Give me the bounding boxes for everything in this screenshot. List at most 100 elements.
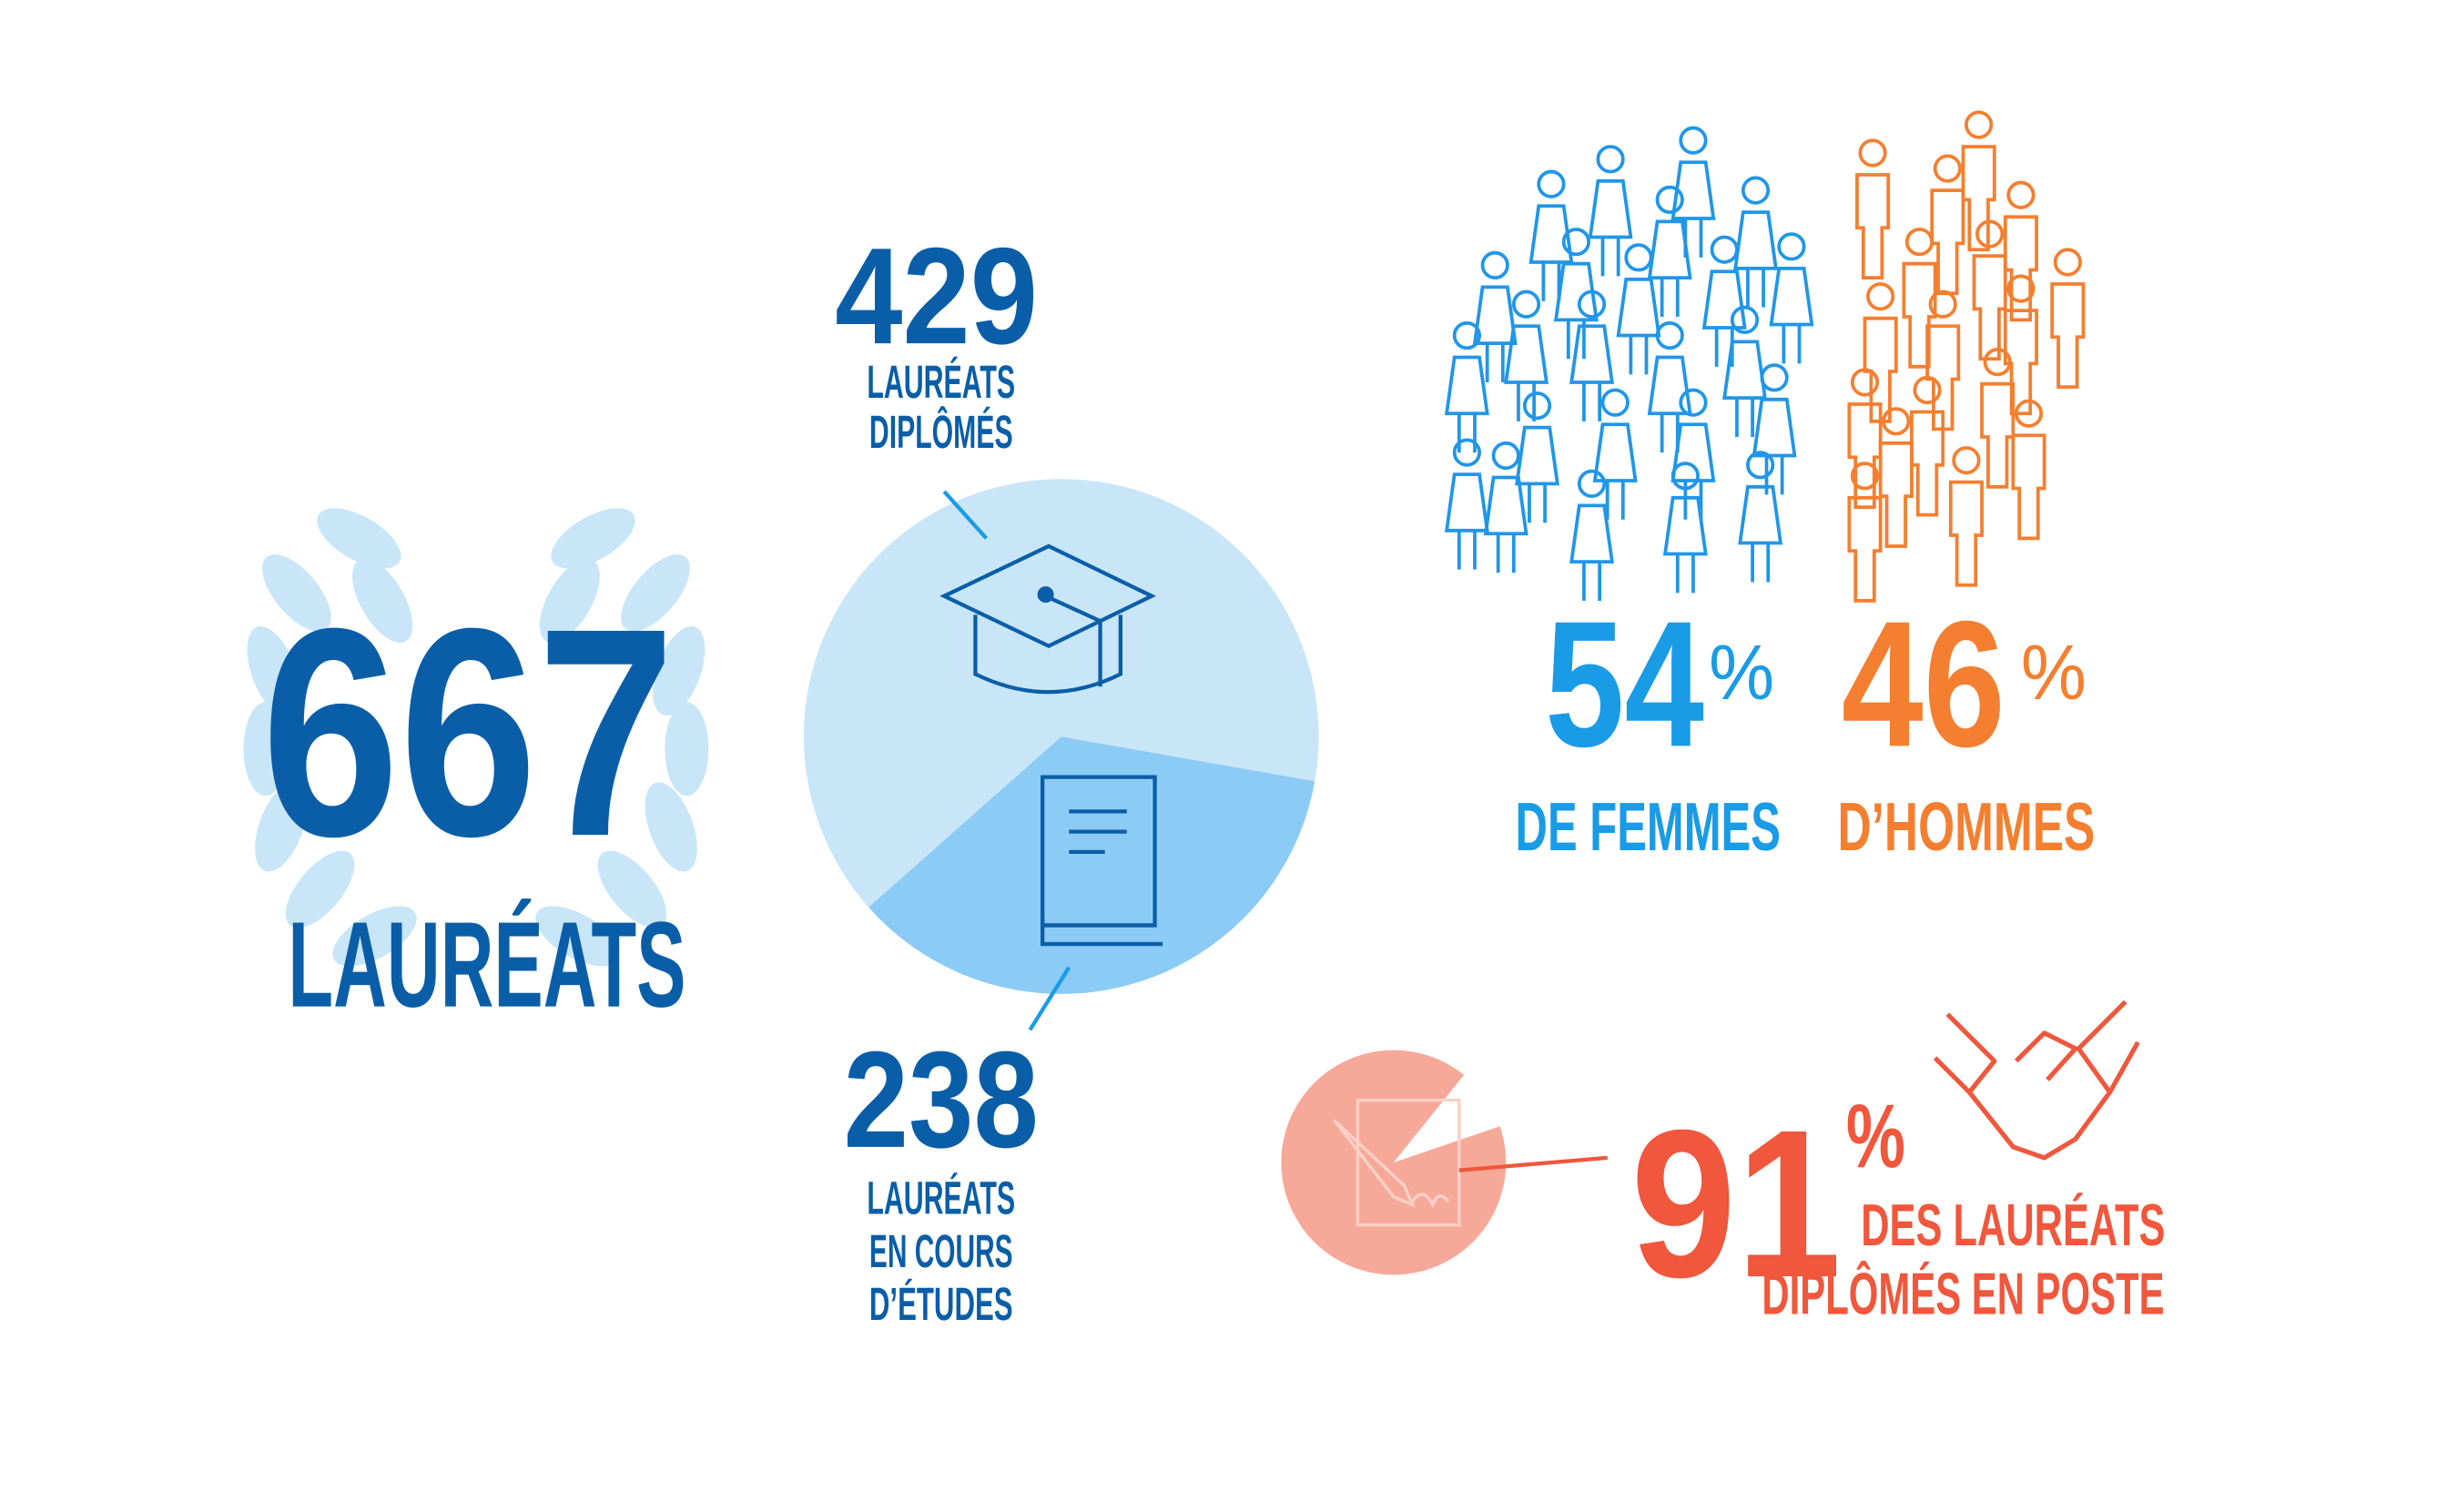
person-head	[1866, 282, 1895, 311]
person-body	[1472, 285, 1518, 382]
person-head	[1561, 228, 1590, 257]
person-head	[1596, 145, 1625, 174]
person-body	[1930, 188, 1965, 296]
pie-slice	[1281, 1050, 1507, 1275]
person-body	[1847, 495, 1883, 603]
person-body	[1444, 355, 1489, 453]
men-value: 46	[1842, 583, 2005, 784]
employed-label: DES LAURÉATS	[1861, 1192, 2165, 1258]
person-body	[1588, 178, 1633, 277]
person-body	[1647, 355, 1692, 453]
graduates-value: 429	[835, 218, 1038, 372]
person-head	[1624, 243, 1653, 272]
person-head	[1710, 235, 1739, 264]
graduates-label: LAURÉATS	[867, 355, 1015, 408]
person-head	[2006, 274, 2036, 303]
person-body	[1528, 204, 1574, 301]
laurel-wreath	[243, 508, 709, 967]
pie-chart	[803, 479, 1319, 994]
person-body	[1569, 503, 1614, 601]
person-head	[2006, 180, 2036, 209]
person-head	[1655, 185, 1684, 215]
person-head	[1741, 176, 1771, 205]
person-body	[1701, 269, 1747, 367]
connector	[1028, 966, 1071, 1031]
person-head	[1491, 441, 1520, 471]
person-body	[1961, 145, 1996, 252]
person-body	[2011, 433, 2046, 541]
leaf	[247, 626, 300, 716]
person-body	[1948, 480, 1984, 587]
pie-slice	[868, 736, 1315, 994]
person-head	[1850, 368, 1880, 397]
person-body	[1878, 441, 1914, 548]
person-head	[1730, 305, 1760, 334]
person-body	[1662, 495, 1708, 594]
handshake-icon	[1933, 1000, 2140, 1161]
person-head	[1670, 462, 1700, 491]
connector	[942, 490, 989, 540]
person-head	[1679, 388, 1708, 417]
students-label: EN COURS	[869, 1224, 1013, 1277]
person-head	[1480, 250, 1509, 280]
leaf	[332, 906, 417, 967]
person-body	[2050, 282, 2086, 389]
person-body	[1980, 381, 2015, 489]
person-head	[2053, 248, 2082, 277]
person-head	[1746, 451, 1775, 480]
employed-value: 91	[1630, 1087, 1841, 1322]
person-head	[1577, 289, 1607, 319]
person-body	[1902, 261, 1937, 369]
leaf	[551, 508, 635, 569]
person-head	[1928, 289, 1957, 319]
person-body	[1855, 173, 1891, 280]
students-label: D’ÉTUDES	[869, 1277, 1013, 1330]
students-label: LAURÉATS	[867, 1172, 1015, 1224]
person-head	[1983, 348, 2012, 377]
person-body	[1569, 324, 1614, 421]
person-head	[1522, 391, 1552, 421]
person-body	[1769, 266, 1814, 364]
leaf	[597, 850, 667, 929]
percent-sign: %	[2021, 629, 2087, 716]
leaf	[243, 702, 288, 797]
women-icons	[1444, 126, 1814, 601]
person-body	[1847, 402, 1883, 509]
person-head	[1452, 320, 1482, 350]
person-head	[1850, 462, 1880, 491]
leaf	[653, 626, 706, 716]
book-icon	[1041, 775, 1163, 947]
leaf	[261, 554, 331, 632]
person-head	[1882, 407, 1911, 436]
leaf	[317, 508, 401, 569]
leaf	[535, 906, 620, 967]
person-head	[1537, 169, 1566, 198]
leaf	[352, 558, 413, 644]
person-body	[1751, 397, 1797, 495]
person-body	[1592, 422, 1638, 520]
person-head	[1933, 154, 1962, 183]
students-value: 238	[844, 1022, 1039, 1176]
person-head	[1952, 446, 1981, 475]
women-label: DE FEMMES	[1516, 788, 1781, 865]
person-head	[1777, 232, 1806, 261]
person-body	[1515, 425, 1559, 523]
person-head	[2014, 399, 2044, 428]
person-body	[1738, 484, 1783, 583]
men-label: D’HOMMES	[1838, 788, 2096, 865]
person-head	[1655, 320, 1684, 350]
person-body	[1670, 422, 1716, 520]
leaf	[255, 782, 308, 872]
employed-label: DIPLÔMÉS EN POSTE	[1762, 1260, 2164, 1326]
person-body	[2003, 215, 2038, 322]
person-body	[1444, 472, 1489, 570]
person-head	[1511, 289, 1541, 319]
person-body	[1910, 410, 1945, 517]
percent-sign: %	[1846, 1086, 1905, 1187]
person-body	[2003, 309, 2038, 416]
men-icons	[1847, 110, 2086, 603]
leaf	[621, 554, 690, 632]
person-head	[1452, 438, 1482, 467]
